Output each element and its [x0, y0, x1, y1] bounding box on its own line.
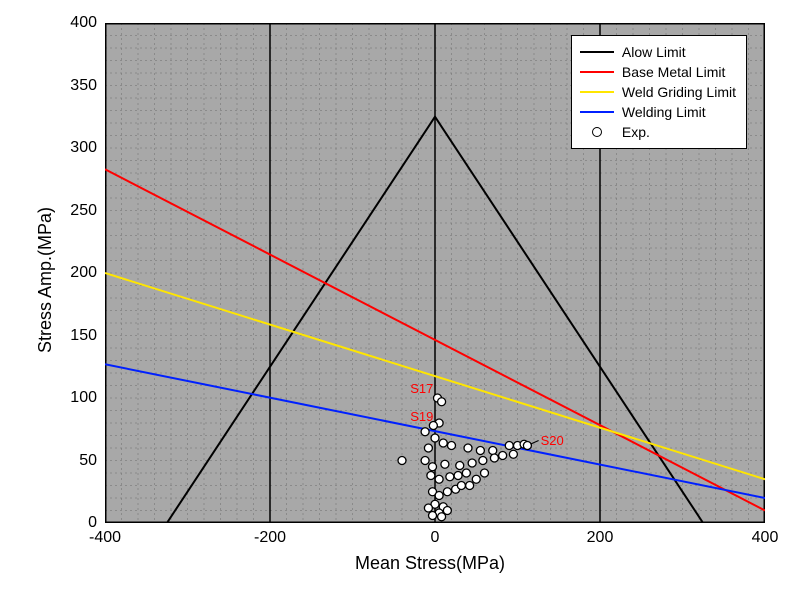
x-axis-label: Mean Stress(MPa) [355, 553, 505, 574]
x-tick-label: -200 [254, 529, 286, 547]
scatter-point [466, 482, 474, 490]
legend-item: Weld Griding Limit [580, 82, 736, 102]
scatter-point [441, 460, 449, 468]
scatter-point [448, 442, 456, 450]
scatter-point [454, 472, 462, 480]
legend-label: Welding Limit [622, 104, 706, 120]
scatter-point [435, 492, 443, 500]
y-tick-label: 0 [88, 514, 97, 532]
scatter-point [421, 428, 429, 436]
scatter-point [435, 475, 443, 483]
annotation-label: S19 [410, 409, 433, 424]
scatter-point [472, 475, 480, 483]
scatter-point [427, 472, 435, 480]
annotation-label: S17 [410, 381, 433, 396]
scatter-point [446, 473, 454, 481]
y-tick-label: 350 [70, 77, 97, 95]
scatter-point [398, 457, 406, 465]
scatter-point [479, 457, 487, 465]
y-tick-label: 300 [70, 139, 97, 157]
legend-item: Exp. [580, 122, 736, 142]
y-tick-label: 200 [70, 264, 97, 282]
legend-swatch [580, 91, 614, 93]
legend-label: Weld Griding Limit [622, 84, 736, 100]
scatter-point [439, 439, 447, 447]
legend: Alow Limit Base Metal Limit Weld Griding L… [571, 35, 747, 149]
x-tick-label: 0 [431, 529, 440, 547]
chart-container: S17 S19 S20 Mean Stress(MPa) Stress Amp.(M… [0, 0, 800, 601]
scatter-point [462, 469, 470, 477]
scatter-point [438, 398, 446, 406]
scatter-point [424, 504, 432, 512]
y-axis-label: Stress Amp.(MPa) [35, 207, 56, 353]
scatter-point [481, 469, 489, 477]
annotation-label: S20 [541, 433, 564, 448]
x-tick-label: 400 [752, 529, 779, 547]
scatter-point [457, 482, 465, 490]
scatter-point [443, 488, 451, 496]
scatter-point [429, 463, 437, 471]
legend-item: Alow Limit [580, 42, 736, 62]
legend-label: Base Metal Limit [622, 64, 725, 80]
legend-swatch [580, 111, 614, 113]
y-tick-label: 400 [70, 14, 97, 32]
legend-swatch [580, 71, 614, 73]
legend-item: Welding Limit [580, 102, 736, 122]
scatter-point [438, 513, 446, 521]
scatter-point [509, 450, 517, 458]
scatter-point [429, 512, 437, 520]
scatter-point [523, 442, 531, 450]
scatter-point [490, 454, 498, 462]
legend-marker [580, 127, 614, 137]
scatter-point [489, 447, 497, 455]
scatter-point [421, 457, 429, 465]
scatter-point [456, 462, 464, 470]
legend-swatch [580, 51, 614, 53]
legend-item: Base Metal Limit [580, 62, 736, 82]
y-tick-label: 150 [70, 327, 97, 345]
x-tick-label: 200 [587, 529, 614, 547]
scatter-point [505, 442, 513, 450]
legend-label: Exp. [622, 124, 650, 140]
scatter-point [468, 459, 476, 467]
y-tick-label: 250 [70, 202, 97, 220]
scatter-point [424, 444, 432, 452]
scatter-point [464, 444, 472, 452]
y-tick-label: 50 [79, 452, 97, 470]
scatter-point [476, 447, 484, 455]
scatter-point [499, 452, 507, 460]
y-tick-label: 100 [70, 389, 97, 407]
scatter-point [431, 434, 439, 442]
legend-label: Alow Limit [622, 44, 686, 60]
